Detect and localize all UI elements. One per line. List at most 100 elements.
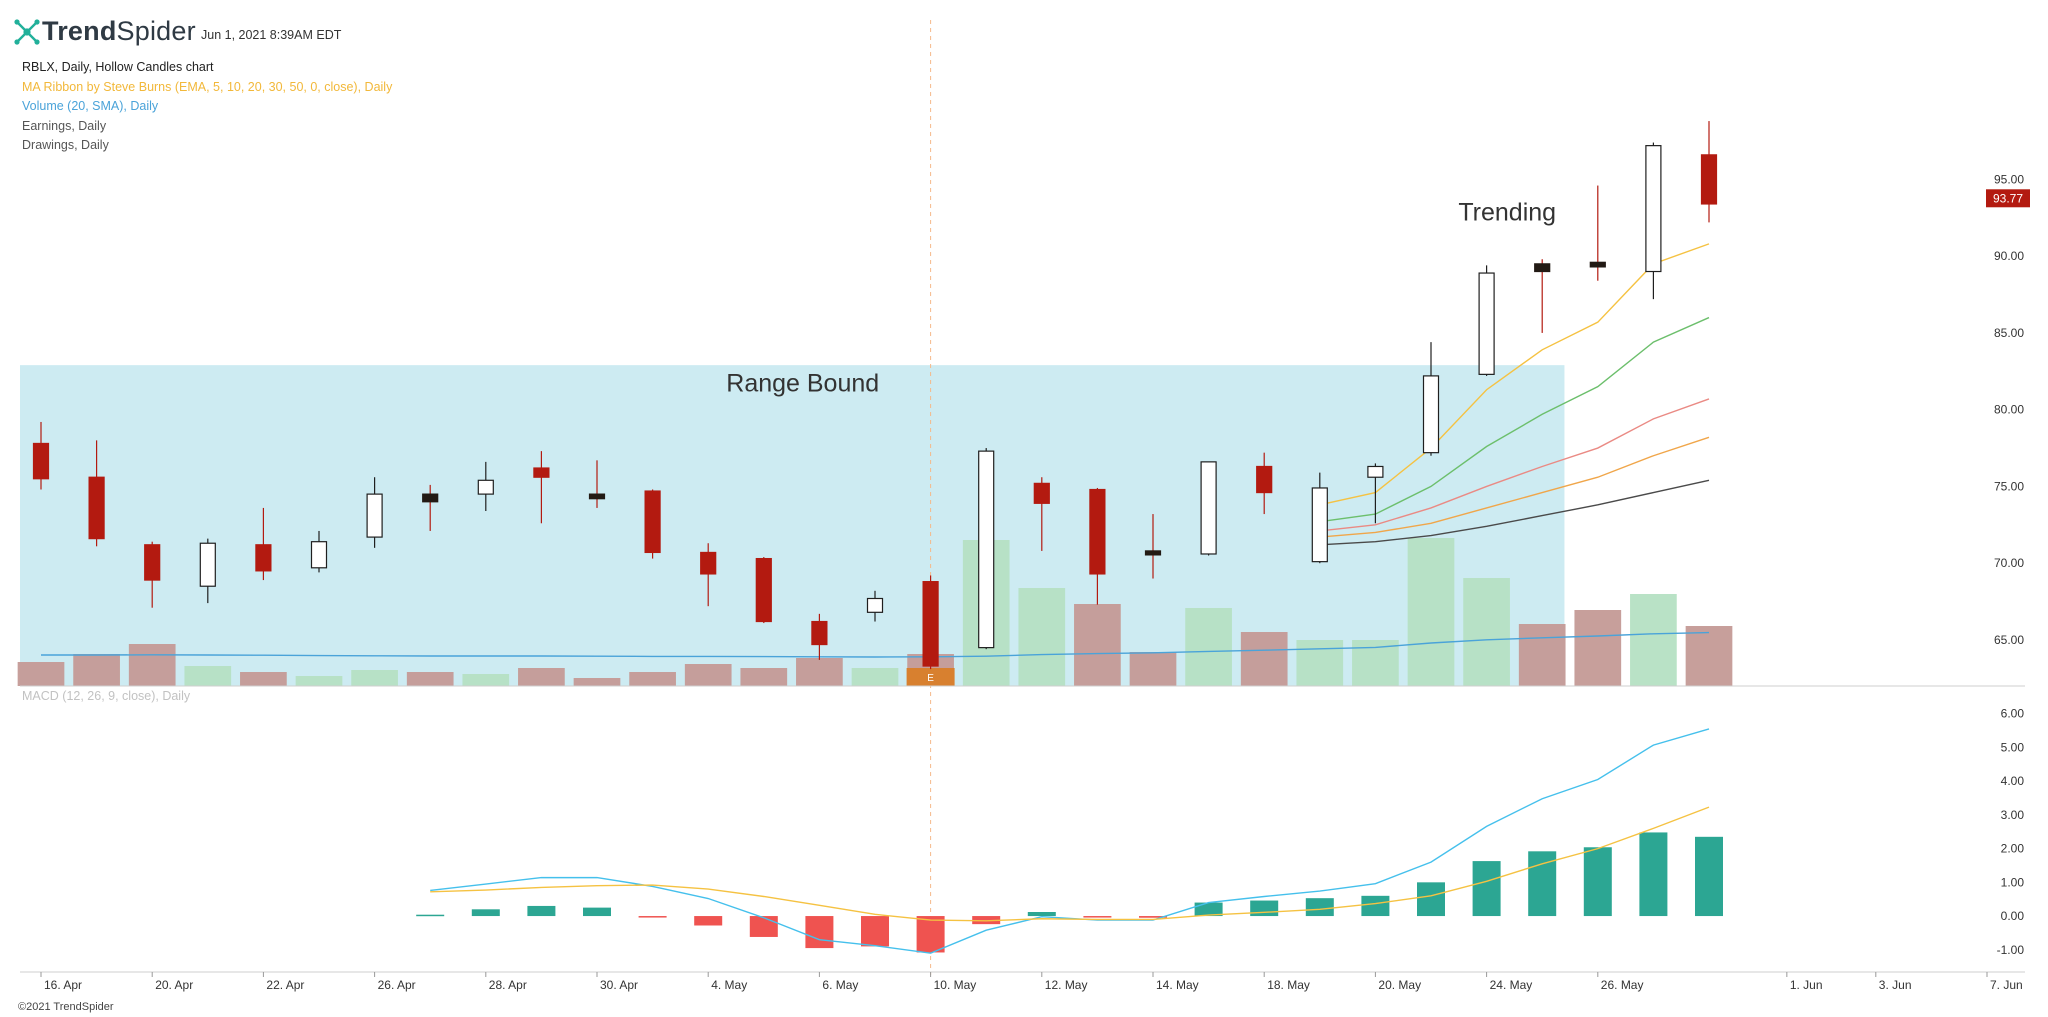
brand-logo[interactable]: TrendSpider bbox=[12, 16, 196, 47]
candle bbox=[978, 448, 995, 650]
macd-histogram-bar bbox=[916, 916, 945, 953]
candle bbox=[1422, 342, 1440, 456]
time-tick-label: 24. May bbox=[1490, 978, 1533, 992]
macd-histogram-bar bbox=[1361, 895, 1390, 917]
candle-body bbox=[199, 542, 216, 587]
macd-histogram-bar bbox=[805, 916, 834, 949]
candle bbox=[422, 484, 439, 531]
brand-name: TrendSpider bbox=[42, 16, 196, 46]
candle bbox=[1144, 514, 1162, 579]
range-bound-box bbox=[20, 365, 1565, 686]
volume-bar bbox=[1240, 632, 1288, 686]
candle bbox=[1311, 472, 1328, 564]
time-tick-label: 3. Jun bbox=[1879, 978, 1912, 992]
macd-layer bbox=[416, 728, 1723, 954]
time-tick-label: 10. May bbox=[934, 978, 977, 992]
price-tick-label: 65.00 bbox=[1994, 633, 2024, 647]
candle-body bbox=[533, 467, 550, 478]
macd-histogram-bar bbox=[1139, 916, 1167, 918]
candle-body bbox=[422, 493, 439, 503]
candle-body bbox=[588, 493, 606, 500]
macd-histogram-bar bbox=[1639, 832, 1668, 917]
candle bbox=[366, 477, 383, 548]
candle bbox=[922, 575, 939, 670]
candle bbox=[811, 613, 828, 660]
macd-histogram-bar bbox=[749, 916, 778, 937]
trending-label: Trending bbox=[1458, 199, 1556, 227]
volume-bar bbox=[17, 662, 65, 686]
candle-body bbox=[255, 544, 272, 572]
legend-volume[interactable]: Volume (20, SMA), Daily bbox=[22, 99, 159, 114]
candle-body bbox=[1645, 145, 1662, 273]
candle-body bbox=[866, 597, 884, 613]
time-tick-label: 18. May bbox=[1267, 978, 1310, 992]
volume-bar bbox=[1296, 640, 1344, 686]
volume-bar bbox=[629, 672, 676, 686]
macd-histogram-bar bbox=[638, 916, 667, 918]
candle-body bbox=[477, 479, 494, 495]
candle-body bbox=[811, 620, 828, 646]
macd-legend[interactable]: MACD (12, 26, 9, close), Daily bbox=[22, 689, 191, 703]
macd-histogram-bar bbox=[1083, 916, 1112, 918]
time-tick-label: 1. Jun bbox=[1790, 978, 1823, 992]
volume-bar bbox=[406, 672, 454, 686]
volume-bar bbox=[1129, 652, 1177, 686]
macd-tick-label: 2.00 bbox=[2001, 842, 2025, 856]
legend-chart-title[interactable]: RBLX, Daily, Hollow Candles chart bbox=[22, 60, 214, 74]
volume-bar bbox=[1185, 608, 1232, 686]
candle bbox=[1033, 477, 1050, 551]
ma-ribbon-layer bbox=[1319, 243, 1710, 546]
volume-bar bbox=[295, 676, 343, 686]
candle bbox=[700, 543, 717, 607]
candle bbox=[88, 440, 105, 547]
candle-body bbox=[1589, 261, 1606, 268]
candle-body bbox=[1478, 272, 1495, 375]
candle-body bbox=[366, 493, 383, 538]
candle-body bbox=[1700, 154, 1718, 205]
candle-body bbox=[644, 490, 661, 554]
volume-bar bbox=[128, 644, 176, 686]
macd-histogram-bar bbox=[583, 907, 611, 917]
time-tick-label: 12. May bbox=[1045, 978, 1088, 992]
candle-body bbox=[755, 557, 772, 623]
volume-bar bbox=[851, 668, 899, 686]
candle bbox=[255, 507, 272, 581]
candle-body bbox=[922, 581, 939, 667]
candle bbox=[310, 530, 328, 573]
candle-body bbox=[1033, 482, 1050, 504]
price-tick-label: 95.00 bbox=[1994, 172, 2024, 186]
macd-histogram-bar bbox=[1305, 898, 1334, 917]
time-tick-label: 26. Apr bbox=[378, 978, 416, 992]
candle-body bbox=[1200, 461, 1217, 555]
price-tick-label: 80.00 bbox=[1994, 403, 2024, 417]
candle bbox=[644, 489, 661, 559]
volume-bar bbox=[1574, 610, 1622, 686]
ema-line bbox=[1319, 243, 1710, 506]
macd-histogram-bar bbox=[1194, 902, 1223, 917]
volume-bar bbox=[1685, 626, 1733, 686]
candle-body bbox=[310, 541, 328, 569]
volume-bar bbox=[1407, 538, 1455, 686]
candle bbox=[1367, 463, 1384, 524]
copyright-text: ©2021 TrendSpider bbox=[18, 1001, 114, 1013]
legend-ma-ribbon[interactable]: MA Ribbon by Steve Burns (EMA, 5, 10, 20… bbox=[22, 79, 393, 94]
candle bbox=[1478, 265, 1495, 376]
candle-body bbox=[32, 442, 50, 480]
ema-line bbox=[1319, 316, 1710, 523]
candle bbox=[1645, 142, 1662, 300]
time-tick-label: 30. Apr bbox=[600, 978, 638, 992]
time-tick-label: 28. Apr bbox=[489, 978, 527, 992]
volume-sma-line bbox=[41, 631, 1710, 658]
legend-drawings[interactable]: Drawings, Daily bbox=[22, 138, 109, 153]
macd-tick-label: 6.00 bbox=[2001, 707, 2025, 721]
candle bbox=[755, 557, 772, 624]
volume-bar bbox=[73, 654, 120, 686]
candle bbox=[199, 538, 216, 604]
macd-tick-label: 4.00 bbox=[2001, 774, 2025, 788]
annotation-layer: Range Bound Trending bbox=[726, 199, 1556, 398]
legend-earnings[interactable]: Earnings, Daily bbox=[22, 118, 107, 133]
volume-bar bbox=[518, 668, 565, 686]
volume-bar bbox=[351, 670, 398, 686]
macd-tick-label: -1.00 bbox=[1997, 943, 2025, 957]
